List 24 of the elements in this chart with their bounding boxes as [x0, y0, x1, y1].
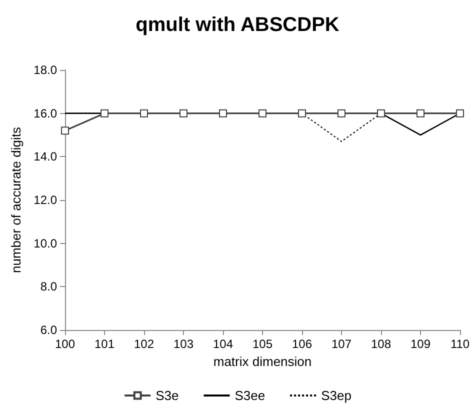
chart-title: qmult with ABSCDPK	[136, 14, 340, 36]
y-tick-label: 18.0	[34, 63, 58, 77]
y-tick-label: 12.0	[34, 193, 58, 207]
x-tick-label: 102	[134, 337, 154, 351]
y-tick-label: 14.0	[34, 150, 58, 164]
x-tick-label: 109	[410, 337, 431, 351]
x-tick-label: 104	[212, 337, 234, 351]
legend-label: S3ee	[234, 388, 266, 403]
x-tick-label: 108	[370, 337, 392, 351]
x-tick-label: 101	[94, 337, 115, 351]
x-axis-title: matrix dimension	[213, 354, 312, 369]
x-tick-label: 107	[331, 337, 352, 351]
y-tick-label: 10.0	[34, 236, 58, 250]
x-tick-label: 103	[173, 337, 194, 351]
y-axis-title: number of accurate digits	[8, 126, 24, 273]
legend-label: S3ep	[321, 388, 352, 403]
y-tick-label: 8.0	[40, 280, 58, 294]
y-tick-label: 16.0	[34, 106, 58, 120]
y-tick-label: 6.0	[40, 323, 58, 337]
x-tick-label: 100	[54, 337, 76, 351]
x-tick-label: 105	[252, 337, 273, 351]
x-tick-label: 106	[292, 337, 312, 351]
legend-label: S3e	[156, 388, 179, 403]
x-tick-label: 110	[450, 337, 470, 351]
